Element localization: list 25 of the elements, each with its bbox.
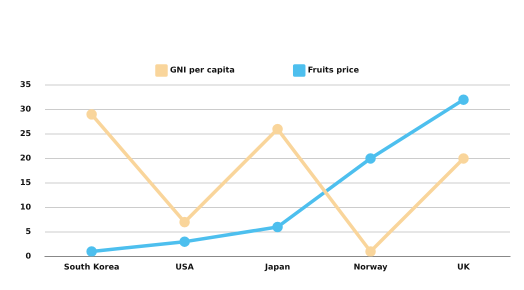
point — [179, 216, 190, 228]
y-tick-label: 15 — [20, 178, 32, 188]
y-tick-label: 20 — [20, 154, 32, 163]
point — [272, 124, 283, 134]
y-tick-label: 30 — [20, 104, 32, 114]
x-tick-label: Norway — [354, 262, 388, 272]
y-tick-label: 25 — [20, 129, 32, 138]
x-tick-label: Japan — [264, 262, 290, 272]
x-tick-label: USA — [175, 262, 195, 272]
point — [86, 246, 97, 256]
y-tick-label: 0 — [26, 251, 32, 260]
point — [272, 222, 283, 232]
point — [365, 153, 376, 164]
legend-label: GNI per capita — [170, 66, 235, 75]
y-tick-label: 35 — [20, 80, 32, 90]
y-tick-label: 5 — [26, 226, 32, 236]
x-tick-label: South Korea — [64, 262, 120, 272]
y-tick-label: 10 — [20, 202, 32, 212]
point — [458, 153, 469, 164]
point — [458, 94, 469, 105]
x-tick-label: UK — [457, 262, 471, 272]
legend-label: Fruits price — [308, 66, 360, 75]
point — [86, 109, 97, 120]
point — [365, 246, 376, 256]
point — [179, 236, 190, 247]
